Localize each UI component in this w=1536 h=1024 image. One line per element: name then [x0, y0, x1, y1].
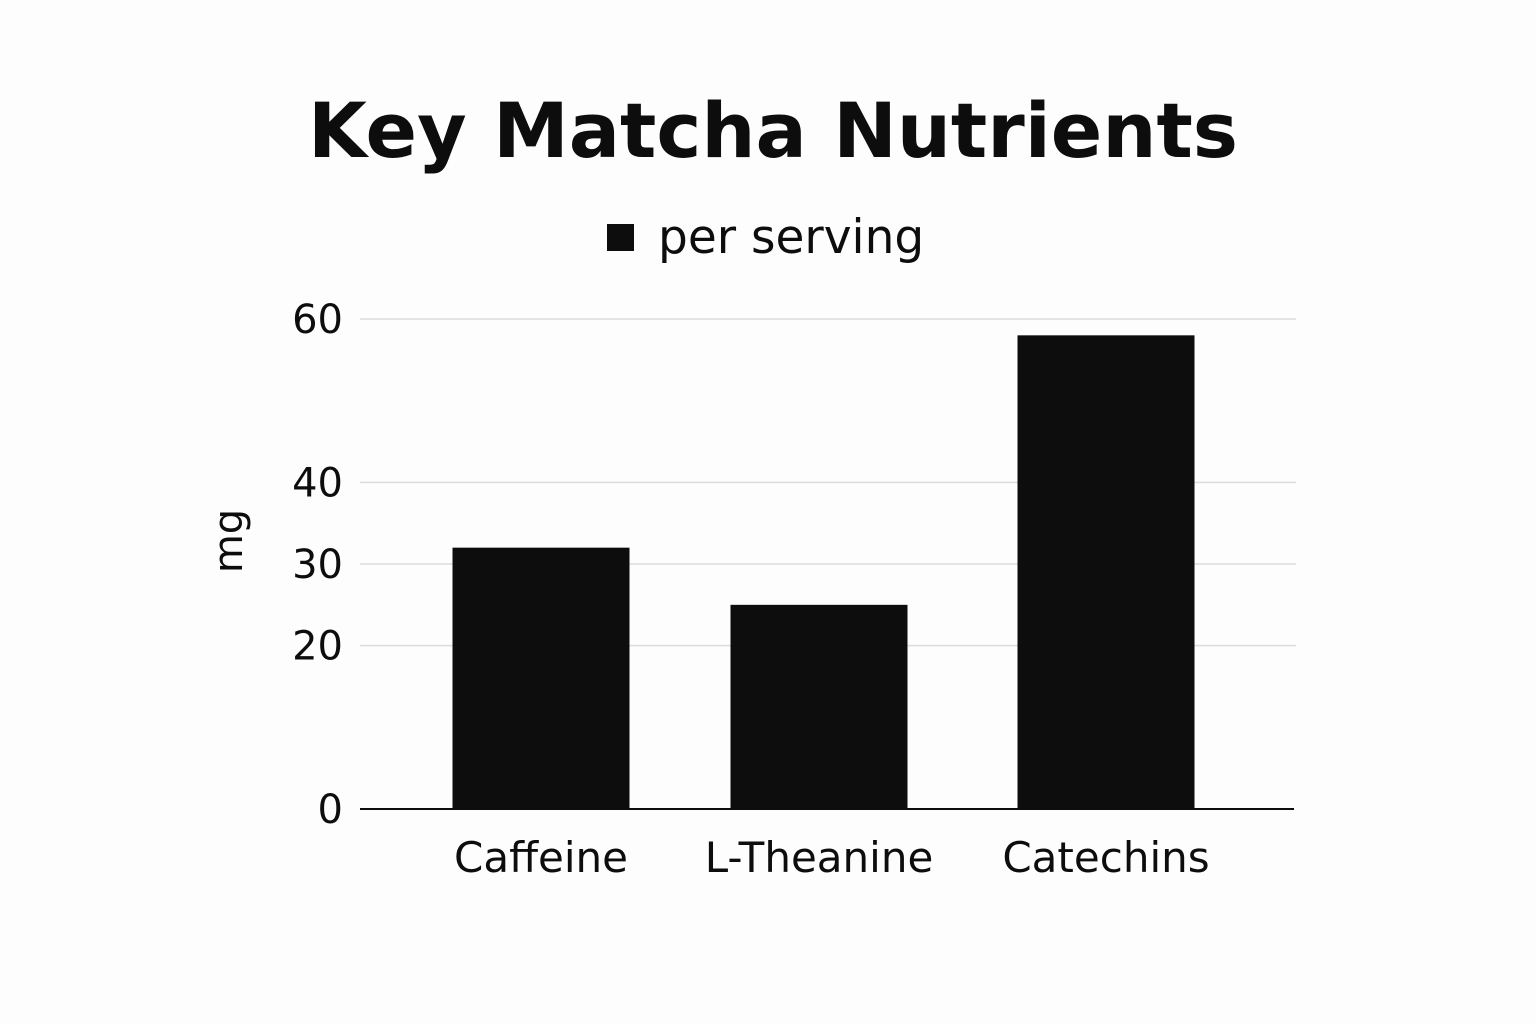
bars: [452, 335, 1195, 809]
y-axis-ticks: 0 20 30 40 60: [292, 297, 343, 833]
legend: per serving: [607, 210, 924, 265]
legend-label: per serving: [658, 210, 924, 265]
y-axis-label: mg: [206, 509, 252, 573]
x-tick-label: Caffeine: [454, 833, 628, 882]
bar-catechins: [1017, 335, 1195, 809]
chart-title: Key Matcha Nutrients: [308, 86, 1238, 175]
bar-l-theanine: [730, 604, 908, 809]
x-axis-categories: Caffeine L-Theanine Catechins: [454, 833, 1210, 882]
y-tick-label: 0: [318, 787, 343, 833]
bar-caffeine: [452, 547, 630, 809]
x-tick-label: Catechins: [1002, 833, 1209, 882]
y-tick-label: 30: [292, 542, 343, 588]
legend-swatch: [607, 224, 634, 251]
y-tick-label: 40: [292, 460, 343, 506]
x-tick-label: L-Theanine: [705, 833, 934, 882]
y-tick-label: 60: [292, 297, 343, 343]
y-tick-label: 20: [292, 624, 343, 670]
